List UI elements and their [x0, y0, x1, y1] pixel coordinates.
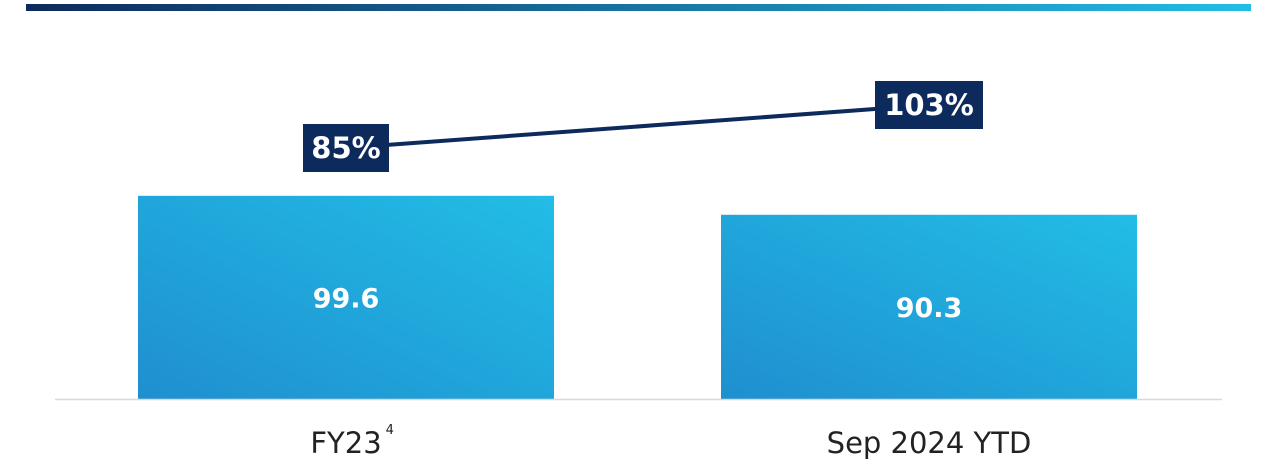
top-accent-band — [26, 4, 1251, 11]
x-tick-label: Sep 2024 YTD — [827, 426, 1032, 460]
bar-value-label: 99.6 — [313, 283, 380, 314]
line-point-label: 103% — [884, 88, 974, 122]
bar-value-label: 90.3 — [896, 293, 963, 324]
line-point-label-box — [875, 81, 983, 129]
bar-2 — [721, 214, 1137, 399]
line-series-group: 85% 103% — [303, 81, 983, 172]
bar-1 — [138, 195, 554, 399]
category-labels-group: FY23 4 Sep 2024 YTD — [310, 423, 1031, 460]
x-tick-label: FY23 — [310, 426, 381, 460]
line-series — [345, 103, 930, 150]
bars-group: 99.6 90.3 — [138, 195, 1137, 399]
x-tick-footnote: 4 — [386, 423, 394, 438]
line-point-label: 85% — [311, 131, 380, 165]
line-point-label-box — [303, 124, 389, 172]
